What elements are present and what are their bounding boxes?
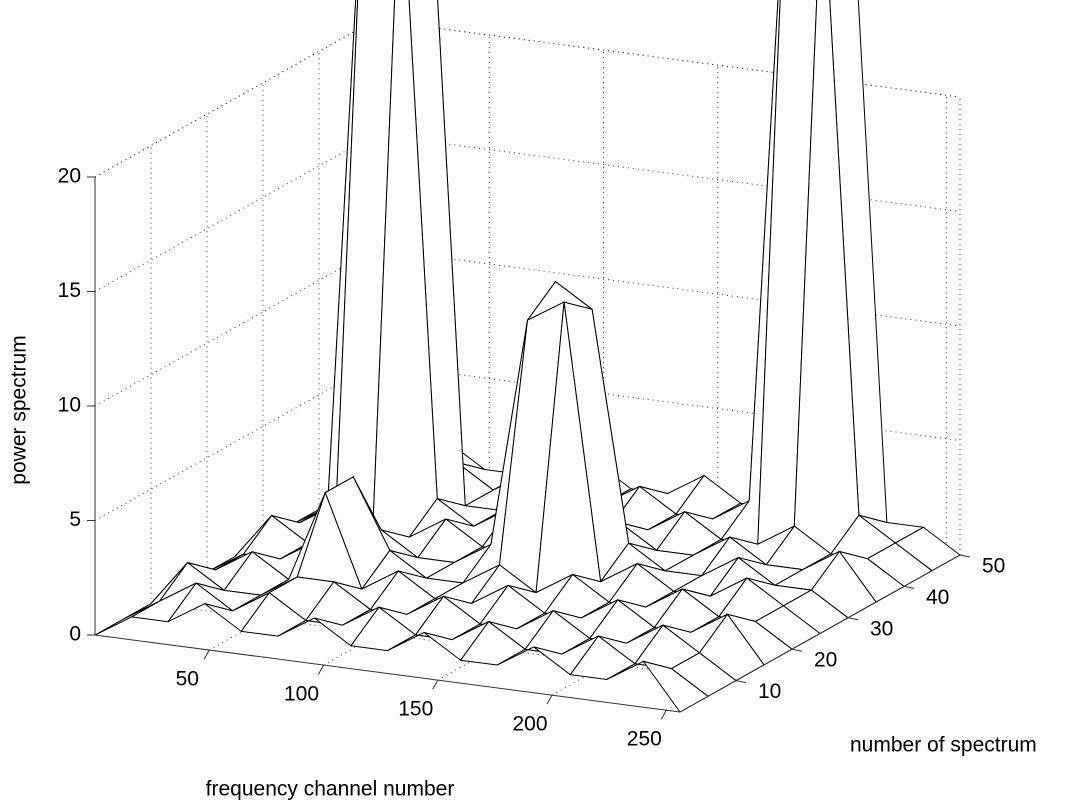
z-tick-label: 15 <box>58 279 81 302</box>
y-tick <box>903 585 915 589</box>
z-axis-label: power spectrum <box>8 335 31 484</box>
y-tick-label: 40 <box>926 586 949 609</box>
y-tick <box>959 554 971 558</box>
grid-line <box>94 363 376 521</box>
grid-line <box>94 134 376 292</box>
x-tick-label: 200 <box>513 713 548 736</box>
y-tick-label: 50 <box>982 555 1005 578</box>
y-axis-label: number of spectrum <box>850 734 1037 757</box>
x-tick <box>546 694 553 705</box>
grid-line <box>374 134 961 212</box>
z-tick-label: 10 <box>58 394 81 417</box>
x-tick-label: 150 <box>398 698 433 721</box>
y-tick-label: 10 <box>758 680 781 703</box>
y-axis <box>679 554 961 713</box>
x-tick <box>203 649 210 660</box>
x-tick-label: 100 <box>284 683 319 706</box>
box-edge <box>374 19 961 98</box>
x-axis <box>94 634 681 713</box>
x-axis-label: frequency channel number <box>206 778 455 801</box>
grid-line <box>374 248 961 327</box>
z-tick-label: 20 <box>58 165 81 188</box>
y-tick <box>791 648 803 652</box>
x-tick <box>432 679 439 690</box>
y-tick-label: 30 <box>870 617 893 640</box>
y-tick <box>735 680 747 684</box>
z-tick-label: 0 <box>69 623 81 646</box>
z-tick-label: 5 <box>69 508 81 531</box>
box-edge <box>94 19 376 178</box>
y-tick <box>847 617 859 621</box>
x-tick-label: 250 <box>627 728 662 751</box>
grid-line <box>94 248 376 407</box>
y-tick-label: 20 <box>814 649 837 672</box>
x-tick-label: 50 <box>176 668 199 691</box>
x-tick <box>318 664 324 675</box>
grid-line <box>374 363 961 441</box>
x-tick <box>660 709 667 720</box>
